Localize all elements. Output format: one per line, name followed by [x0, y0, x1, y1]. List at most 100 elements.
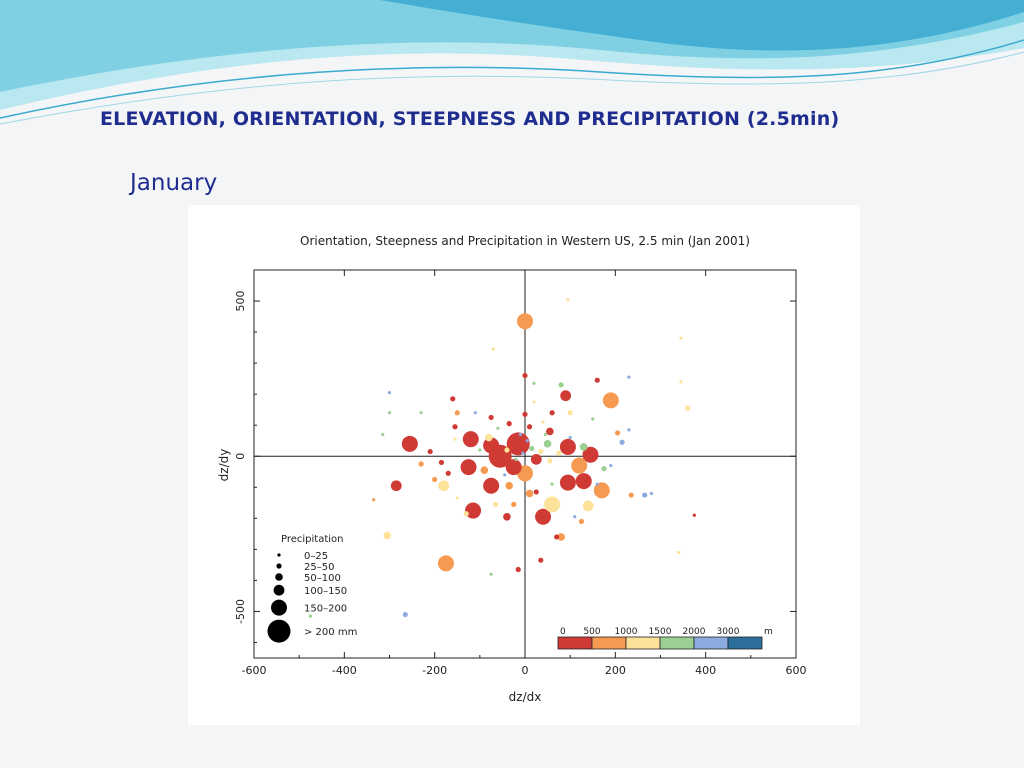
size-legend-label: 100–150	[304, 586, 347, 597]
size-legend-marker	[276, 563, 282, 569]
scatter-point	[483, 437, 500, 454]
scatter-point	[538, 557, 544, 563]
scatter-point	[489, 572, 493, 576]
scatter-point	[453, 437, 457, 441]
scatter-point	[532, 381, 536, 385]
slide-title: ELEVATION, ORIENTATION, STEEPNESS AND PR…	[100, 108, 840, 130]
scatter-point	[619, 439, 625, 445]
scatter-point	[578, 518, 585, 525]
y-tick-label: 500	[234, 291, 247, 312]
scatter-point	[438, 459, 445, 466]
scatter-point	[465, 502, 482, 519]
scatter-point	[649, 491, 654, 496]
scatter-point	[503, 473, 507, 477]
scatter-point	[549, 410, 555, 416]
size-legend-title: Precipitation	[281, 534, 344, 545]
scatter-point	[506, 432, 530, 456]
scatter-point	[455, 496, 459, 500]
scatter-point	[488, 414, 494, 421]
scatter-point	[381, 432, 385, 437]
scatter-point	[390, 480, 402, 492]
scatter-point	[491, 347, 495, 351]
scatter-point	[493, 501, 499, 507]
scatter-point	[383, 531, 392, 540]
scatter-point	[614, 430, 621, 436]
scatter-point	[387, 391, 392, 395]
scatter-point	[559, 474, 576, 491]
size-legend-marker	[271, 599, 287, 616]
scatter-point	[438, 480, 450, 492]
scatter-point	[529, 445, 535, 452]
scatter-point	[535, 508, 552, 525]
scatter-point	[554, 534, 560, 540]
scatter-point	[541, 420, 545, 424]
size-legend-marker	[267, 619, 291, 643]
scatter-point	[582, 500, 594, 512]
colorbar-tick-label: 500	[583, 627, 600, 637]
elevation-colorbar: 0 500 1000 1500 2000 3000 m	[557, 627, 773, 650]
scatter-point	[460, 459, 477, 476]
colorbar-tick-label: 1500	[649, 627, 672, 637]
scatter-point	[450, 396, 456, 402]
scatter-point	[427, 448, 433, 455]
scatter-point	[514, 457, 518, 461]
colorbar-bin	[659, 636, 695, 650]
x-tick-label: -400	[332, 664, 357, 677]
x-tick-label: 0	[522, 664, 529, 677]
x-tick-label: -600	[242, 664, 267, 677]
scatter-point	[685, 405, 691, 411]
y-axis-ticks: -500 0 500	[234, 269, 796, 643]
colorbar-tick-label: 1000	[615, 627, 638, 637]
scatter-point	[547, 458, 553, 464]
scatter-point	[402, 611, 408, 618]
scatter-point	[437, 555, 454, 572]
scatter-point	[387, 411, 392, 415]
y-tick-label: -500	[234, 599, 247, 624]
scatter-point	[571, 457, 588, 474]
size-legend-label: 150–200	[304, 604, 347, 615]
scatter-point	[432, 476, 438, 483]
scatter-point	[543, 440, 552, 448]
chart-title: Orientation, Steepness and Precipitation…	[300, 234, 750, 248]
zero-lines	[254, 270, 796, 658]
x-axis-label: dz/dx	[509, 690, 542, 704]
header-wave-front	[380, 0, 1024, 51]
scatter-point	[546, 427, 554, 436]
scatter-point	[595, 482, 599, 486]
scatter-point	[566, 297, 570, 302]
scatter-point	[401, 435, 418, 452]
size-legend-label: > 200 mm	[304, 627, 357, 638]
scatter-point	[676, 550, 681, 555]
header-wave-line-2	[0, 51, 1024, 125]
scatter-point	[601, 466, 607, 472]
scatter-point	[525, 439, 529, 443]
scatter-point	[628, 492, 634, 498]
scatter-point	[463, 511, 469, 517]
scatter-point	[602, 392, 619, 409]
scatter-point	[627, 428, 631, 432]
scatter-point	[627, 375, 631, 379]
scatter-point	[473, 411, 477, 415]
scatter-point	[372, 498, 376, 502]
x-axis-ticks: -600 -400 -200 0 200 400 600	[242, 270, 807, 677]
scatter-point	[506, 421, 512, 427]
scatter-point	[533, 489, 539, 495]
scatter-point	[511, 501, 517, 507]
colorbar-bin	[557, 636, 593, 650]
slide-subtitle: January	[130, 170, 218, 196]
scatter-point	[575, 473, 592, 490]
scatter-point	[544, 496, 561, 513]
scatter-point	[518, 432, 523, 437]
scatter-point	[445, 470, 451, 476]
scatter-point	[594, 377, 600, 383]
colorbar-bin	[693, 636, 729, 650]
scatter-point	[480, 466, 489, 475]
x-tick-label: 200	[605, 664, 626, 677]
scatter-point	[573, 515, 577, 519]
chart-frame: Orientation, Steepness and Precipitation…	[188, 205, 860, 725]
scatter-point	[454, 410, 460, 416]
scatter-point	[504, 447, 510, 453]
scatter-point	[560, 390, 572, 402]
y-tick-label: 0	[234, 453, 247, 460]
